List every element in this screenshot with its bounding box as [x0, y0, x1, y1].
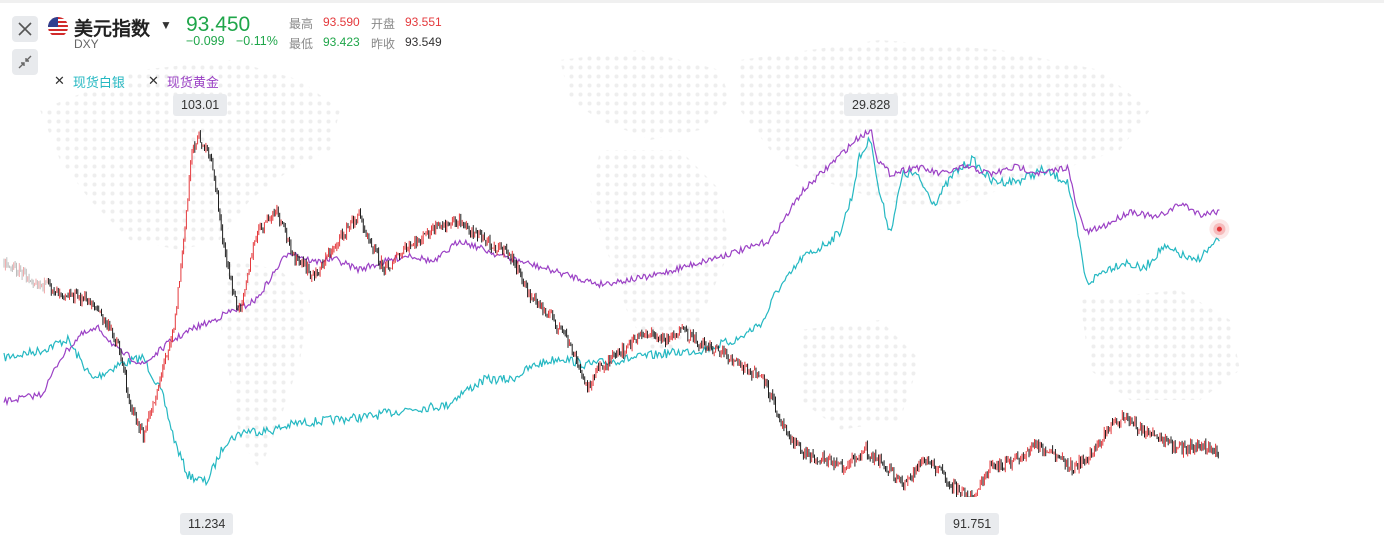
- close-icon: [18, 22, 32, 36]
- price-change-percent: −0.11%: [236, 34, 278, 48]
- high-label: 最高: [289, 17, 314, 31]
- legend-item-gold[interactable]: ✕ 现货黄金: [148, 72, 219, 90]
- remove-silver-icon[interactable]: ✕: [54, 73, 65, 88]
- low-label: 最低: [289, 37, 314, 51]
- caret-down-icon[interactable]: ▼: [160, 18, 172, 32]
- series-candles-dxy: [3, 130, 1219, 497]
- prev-close-label: 昨收: [371, 37, 396, 51]
- prev-close-value: 93.549: [405, 35, 442, 49]
- low-value: 93.423: [323, 35, 360, 49]
- annotation-dxy-low: 91.751: [945, 513, 1000, 535]
- annotation-silver-low: 11.234: [180, 513, 234, 535]
- series-line-silver: [3, 135, 1220, 487]
- open-value: 93.551: [405, 15, 442, 29]
- symbol-name[interactable]: 美元指数: [74, 19, 151, 40]
- price-change: −0.099: [186, 34, 225, 48]
- last-price-dot: [1216, 226, 1222, 232]
- top-border: [0, 0, 1384, 3]
- legend-label-silver: 现货白银: [72, 74, 125, 90]
- annotation-dxy-high: 103.01: [173, 94, 228, 116]
- remove-gold-icon[interactable]: ✕: [148, 73, 159, 88]
- series-line-gold: [3, 128, 1220, 407]
- collapse-arrows-icon: [18, 55, 32, 69]
- legend-item-silver[interactable]: ✕ 现货白银: [54, 72, 125, 90]
- annotation-silver-high: 29.828: [844, 94, 899, 116]
- legend-label-gold: 现货黄金: [166, 74, 219, 90]
- open-label: 开盘: [371, 17, 396, 31]
- us-flag-icon: [48, 17, 68, 37]
- high-value: 93.590: [323, 15, 360, 29]
- symbol-code: DXY: [74, 37, 99, 51]
- close-button[interactable]: [12, 16, 38, 42]
- current-price: 93.450: [186, 13, 251, 36]
- collapse-button[interactable]: [12, 49, 38, 75]
